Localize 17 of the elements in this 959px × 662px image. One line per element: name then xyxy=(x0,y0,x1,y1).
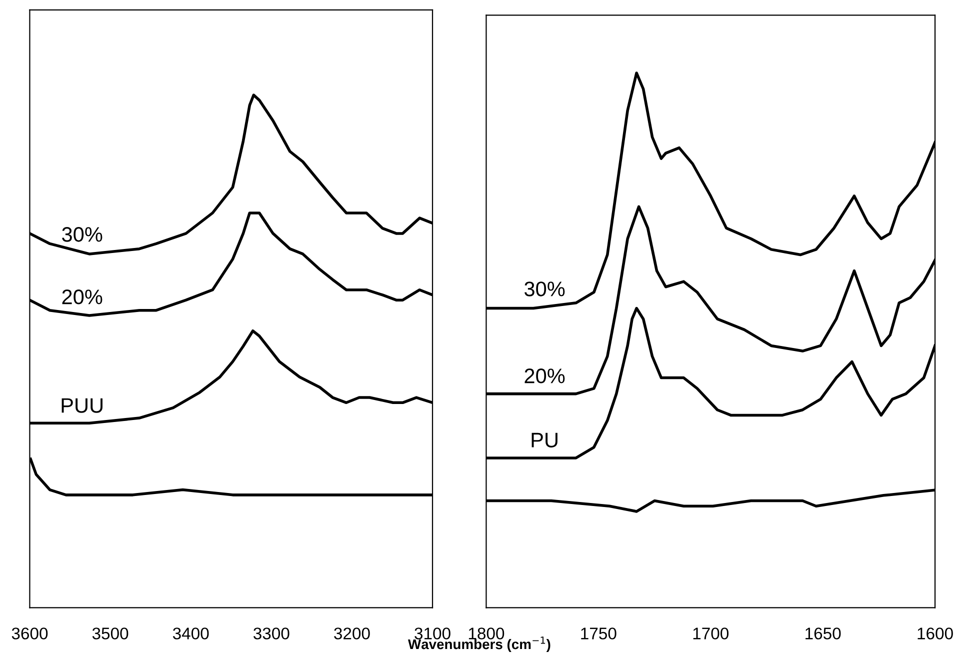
x-tick-label: 3600 xyxy=(12,628,48,640)
series-label: PUU xyxy=(62,398,102,413)
x-tick-label: 1700 xyxy=(693,628,729,640)
x-tick-label: 1600 xyxy=(918,628,953,640)
series-label: PU xyxy=(532,432,558,448)
series-label: 20% xyxy=(62,290,102,304)
x-tick-label: 3200 xyxy=(334,628,370,640)
series-label: 30% xyxy=(62,227,102,242)
x-tick-label: 3500 xyxy=(92,628,128,640)
series-label: 20% xyxy=(524,368,565,384)
series-label: 30% xyxy=(524,282,565,296)
x-tick-label: 1650 xyxy=(806,628,841,640)
x-tick-label: 1800 xyxy=(468,628,504,640)
x-tick-label: 3400 xyxy=(172,628,209,640)
x-tick-label: 3300 xyxy=(253,628,290,640)
x-tick-label: 3100 xyxy=(414,628,450,640)
x-tick-label: 1750 xyxy=(581,628,616,640)
